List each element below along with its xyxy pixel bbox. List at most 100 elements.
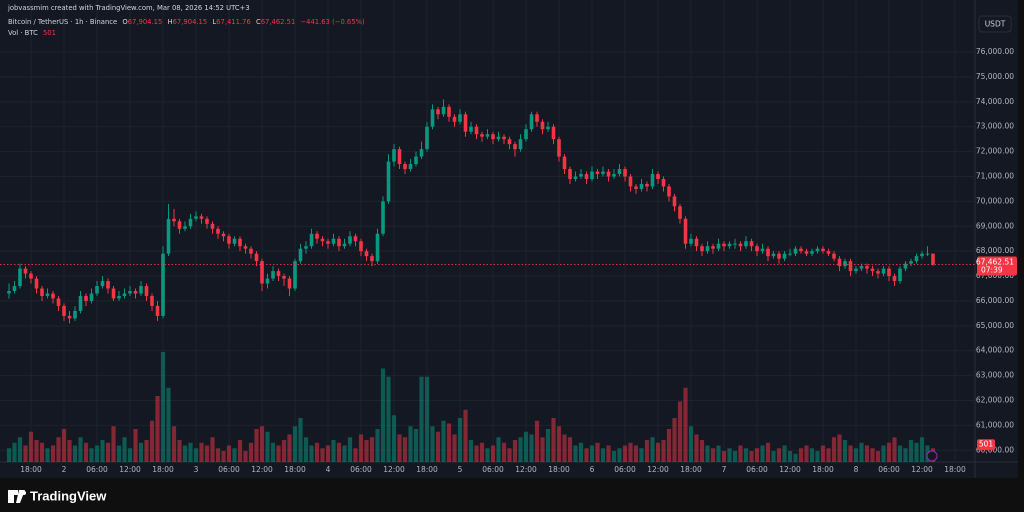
candle-body	[606, 171, 611, 177]
candle-body	[535, 114, 539, 122]
volume-bar	[512, 440, 518, 462]
candle-body	[199, 216, 204, 219]
volume-bar	[633, 445, 639, 462]
x-tick-label: 5	[458, 465, 463, 474]
x-tick-label: 12:00	[251, 465, 273, 474]
candle-body	[254, 253, 259, 262]
candle-body	[397, 149, 402, 165]
x-tick-label: 18:00	[812, 465, 834, 474]
volume-bar	[199, 442, 204, 462]
candle-body	[293, 261, 297, 289]
volume-bar	[243, 451, 248, 462]
candle-body	[507, 139, 512, 145]
candle-body	[18, 268, 22, 287]
volume-bar	[738, 445, 743, 462]
candle-body	[392, 149, 396, 162]
candle-body	[260, 261, 264, 284]
candle-body	[172, 218, 176, 222]
candle-body	[694, 238, 699, 247]
volume-bar	[908, 440, 914, 462]
candle-body	[568, 169, 572, 180]
candle-body	[188, 218, 193, 227]
volume-bar	[903, 448, 908, 462]
volume-bar	[105, 442, 111, 462]
candle-body	[183, 226, 187, 229]
candle-body	[722, 243, 726, 247]
volume-bar	[556, 426, 562, 462]
volume-bar	[435, 431, 441, 462]
x-tick-label: 18:00	[416, 465, 438, 474]
volume-bar	[826, 448, 831, 462]
candle-body	[782, 253, 787, 259]
candle-body	[177, 221, 182, 229]
x-tick-label: 8	[854, 465, 859, 474]
volume-bar	[265, 431, 270, 462]
x-tick-label: 18:00	[20, 465, 42, 474]
candle-body	[914, 256, 919, 262]
currency-button[interactable]	[978, 15, 1012, 33]
volume-bar	[402, 437, 408, 462]
candle-body	[678, 206, 682, 219]
candle-body	[436, 109, 440, 115]
volume-legend: Vol · BTC 501	[8, 29, 56, 37]
volume-bar	[760, 445, 765, 462]
volume-bar	[292, 426, 298, 462]
candle-body	[524, 129, 528, 140]
volume-bar	[699, 440, 705, 462]
x-tick-label: 12:00	[647, 465, 669, 474]
candle-body	[243, 246, 248, 249]
volume-bar	[677, 401, 683, 462]
candle-body	[386, 161, 391, 202]
volume-bar	[210, 437, 215, 462]
candle-body	[826, 251, 831, 254]
candle-body	[139, 286, 143, 294]
candle-body	[892, 276, 897, 282]
currency[interactable]: USDT	[985, 20, 1006, 29]
candle-body	[744, 241, 748, 247]
x-tick-label: 12:00	[779, 465, 801, 474]
candle-body	[529, 114, 534, 130]
volume-bar	[650, 437, 655, 462]
volume-bar	[870, 448, 875, 462]
candle-body	[804, 251, 809, 254]
candle-body	[331, 238, 336, 244]
candle-body	[403, 164, 407, 170]
candle-body	[210, 223, 215, 229]
x-tick-label: 18:00	[680, 465, 702, 474]
candle-body	[45, 293, 50, 296]
volume-bar	[507, 448, 512, 462]
x-tick-label: 12:00	[515, 465, 537, 474]
volume-bar	[727, 448, 732, 462]
volume-bar	[298, 418, 303, 462]
volume-bar	[892, 437, 897, 462]
volume-bar	[413, 429, 419, 462]
x-tick-label: 06:00	[350, 465, 372, 474]
volume-bar	[798, 448, 804, 462]
candle-body	[287, 278, 292, 289]
candle-body	[221, 233, 226, 237]
event-icon[interactable]	[926, 450, 938, 462]
volume-bar	[248, 442, 254, 462]
candle-body	[810, 251, 814, 254]
candle-body	[590, 171, 594, 180]
volume-bar	[375, 429, 380, 462]
candle-body	[106, 281, 110, 289]
volume-bar	[809, 448, 815, 462]
candle-body	[903, 263, 908, 269]
candle-body	[155, 305, 160, 316]
candle-body	[100, 281, 105, 287]
candle-body	[854, 268, 858, 272]
candle-body	[469, 126, 473, 132]
volume-bar	[452, 434, 457, 462]
candle-body	[859, 266, 864, 269]
volume-bar	[820, 445, 826, 462]
candle-body	[359, 241, 363, 252]
candle-body	[584, 174, 589, 180]
candle-body	[474, 126, 479, 135]
volume-bar	[463, 409, 468, 462]
candle-body	[821, 248, 825, 252]
candle-body	[320, 238, 325, 242]
volume-bar	[743, 448, 749, 462]
x-tick-label: 12:00	[383, 465, 405, 474]
logo-icon	[8, 490, 25, 503]
